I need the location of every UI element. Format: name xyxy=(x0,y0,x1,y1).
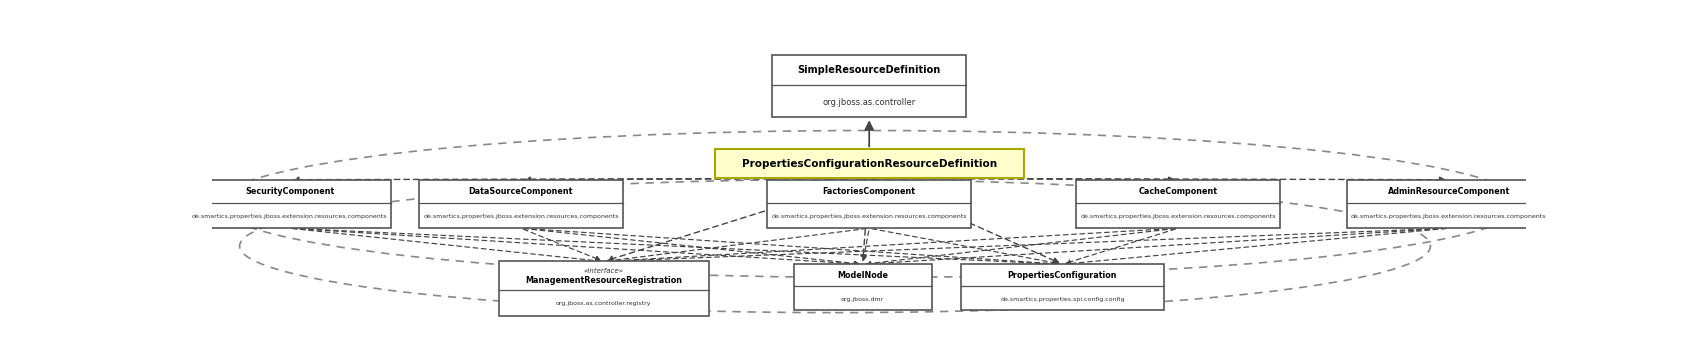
Text: SimpleResourceDefinition: SimpleResourceDefinition xyxy=(797,65,941,75)
Text: de.smartics.properties.jboss.extension.resources.components: de.smartics.properties.jboss.extension.r… xyxy=(772,214,967,219)
Text: PropertiesConfiguration: PropertiesConfiguration xyxy=(1007,271,1118,280)
Text: DataSourceComponent: DataSourceComponent xyxy=(468,187,573,196)
Text: «interface»: «interface» xyxy=(583,268,624,274)
Bar xyxy=(1347,180,1550,228)
Bar xyxy=(794,264,931,310)
Bar xyxy=(714,149,1024,178)
Text: SecurityComponent: SecurityComponent xyxy=(244,187,334,196)
Bar xyxy=(419,180,622,228)
Text: de.smartics.properties.jboss.extension.resources.components: de.smartics.properties.jboss.extension.r… xyxy=(1352,214,1547,219)
Bar xyxy=(499,261,709,316)
Text: de.smartics.properties.jboss.extension.resources.components: de.smartics.properties.jboss.extension.r… xyxy=(1080,214,1275,219)
Text: de.smartics.properties.jboss.extension.resources.components: de.smartics.properties.jboss.extension.r… xyxy=(422,214,619,219)
Text: org.jboss.as.controller.registry: org.jboss.as.controller.registry xyxy=(556,301,651,306)
Text: PropertiesConfigurationResourceDefinition: PropertiesConfigurationResourceDefinitio… xyxy=(741,159,997,169)
Text: AdminResourceComponent: AdminResourceComponent xyxy=(1387,187,1509,196)
Text: de.smartics.properties.jboss.extension.resources.components: de.smartics.properties.jboss.extension.r… xyxy=(192,214,387,219)
Bar xyxy=(767,180,972,228)
Text: de.smartics.properties.spi.config.config: de.smartics.properties.spi.config.config xyxy=(1001,297,1124,302)
Bar xyxy=(1077,180,1280,228)
Bar xyxy=(188,180,392,228)
Text: org.jboss.as.controller: org.jboss.as.controller xyxy=(823,98,916,107)
Text: ManagementResourceRegistration: ManagementResourceRegistration xyxy=(526,276,682,285)
Text: org.jboss.dmr: org.jboss.dmr xyxy=(841,297,884,302)
Text: CacheComponent: CacheComponent xyxy=(1138,187,1218,196)
Text: ModelNode: ModelNode xyxy=(838,271,889,280)
Bar xyxy=(772,55,967,117)
Text: FactoriesComponent: FactoriesComponent xyxy=(823,187,916,196)
Bar xyxy=(960,264,1163,310)
